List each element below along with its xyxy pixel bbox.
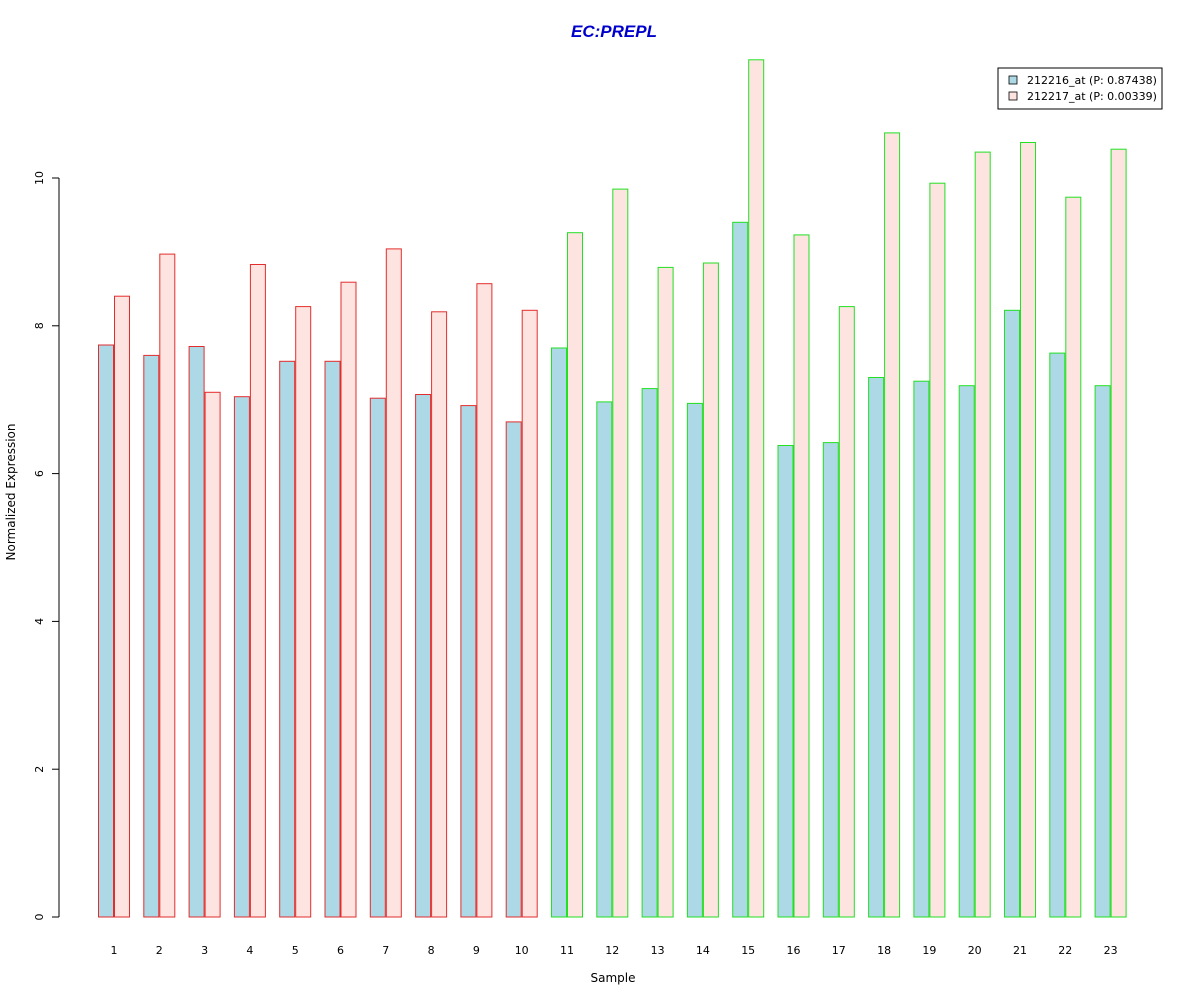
chart-title: EC:PREPL xyxy=(571,22,657,41)
bar-series2-sample-14 xyxy=(702,262,719,918)
x-tick-label: 4 xyxy=(246,944,253,957)
x-tick-label: 20 xyxy=(968,944,982,957)
bar-series2-sample-12 xyxy=(612,188,629,918)
x-tick-label: 14 xyxy=(696,944,710,957)
y-tick-label: 8 xyxy=(33,322,46,329)
x-tick-label: 17 xyxy=(832,944,846,957)
x-tick-label: 23 xyxy=(1104,944,1118,957)
bar-series2-sample-1 xyxy=(114,295,130,918)
bar-series1-sample-13 xyxy=(641,388,658,918)
bar-series2-sample-3 xyxy=(204,391,221,918)
y-tick-label: 2 xyxy=(33,766,46,773)
bar-series2-sample-23 xyxy=(1110,148,1127,918)
y-axis-label: Normalized Expression xyxy=(4,423,18,560)
bar-series1-sample-8 xyxy=(415,394,432,918)
x-tick-label: 13 xyxy=(651,944,665,957)
x-tick-label: 16 xyxy=(787,944,801,957)
bar-series1-sample-16 xyxy=(777,445,794,918)
x-tick-label: 8 xyxy=(428,944,435,957)
y-tick-label: 0 xyxy=(33,914,46,921)
y-tick-label: 10 xyxy=(33,171,46,185)
x-axis-label: Sample xyxy=(591,971,636,985)
bar-series1-sample-10 xyxy=(505,421,522,918)
bar-series2-sample-6 xyxy=(340,281,357,918)
bar-series2-sample-8 xyxy=(431,311,448,918)
legend-label-series-2: 212217_at (P: 0.00339) xyxy=(1027,90,1157,103)
bar-series1-sample-19 xyxy=(913,380,930,918)
bar-series1-sample-17 xyxy=(822,442,839,918)
bar-series2-sample-11 xyxy=(567,232,583,918)
bar-series1-sample-9 xyxy=(460,405,477,918)
x-tick-label: 15 xyxy=(741,944,755,957)
x-tick-label: 1 xyxy=(111,944,118,957)
bar-series1-sample-21 xyxy=(1004,309,1020,918)
bar-series1-sample-22 xyxy=(1049,352,1066,918)
bars-group xyxy=(98,59,1127,918)
x-tick-label: 3 xyxy=(201,944,208,957)
bar-series2-sample-21 xyxy=(1020,142,1036,918)
y-axis: 0 2 4 6 8 10 xyxy=(33,171,60,921)
bar-series1-sample-1 xyxy=(98,344,114,918)
bar-series2-sample-9 xyxy=(476,283,493,918)
bar-series2-sample-18 xyxy=(884,132,901,918)
x-tick-label: 6 xyxy=(337,944,344,957)
bar-series1-sample-11 xyxy=(551,347,567,918)
x-tick-label: 18 xyxy=(877,944,891,957)
bar-series1-sample-12 xyxy=(596,401,613,918)
bar-series1-sample-4 xyxy=(233,396,250,918)
bar-series1-sample-2 xyxy=(143,354,160,918)
x-tick-label: 19 xyxy=(922,944,936,957)
legend: 212216_at (P: 0.87438) 212217_at (P: 0.0… xyxy=(997,67,1163,110)
x-tick-labels: 1 2 3 4 5 6 7 8 9 10 11 12 13 14 15 16 17 18 19 20 21 22 23 xyxy=(111,944,1118,957)
legend-swatch-series-1 xyxy=(1008,75,1018,85)
bar-series2-sample-20 xyxy=(974,151,991,918)
x-tick-label: 22 xyxy=(1058,944,1072,957)
bar-series1-sample-5 xyxy=(279,360,296,918)
x-tick-label: 21 xyxy=(1013,944,1027,957)
x-tick-label: 11 xyxy=(560,944,574,957)
bar-series2-sample-10 xyxy=(521,309,538,918)
bar-series2-sample-13 xyxy=(657,266,674,918)
bar-series2-sample-22 xyxy=(1065,196,1082,918)
legend-label-series-1: 212216_at (P: 0.87438) xyxy=(1027,74,1157,87)
bar-series1-sample-23 xyxy=(1094,385,1111,918)
x-tick-label: 9 xyxy=(473,944,480,957)
bar-series2-sample-2 xyxy=(159,253,176,918)
bar-series2-sample-5 xyxy=(295,306,312,918)
bar-series1-sample-15 xyxy=(732,221,749,918)
x-tick-label: 5 xyxy=(292,944,299,957)
bar-series1-sample-20 xyxy=(958,385,975,918)
x-tick-label: 2 xyxy=(156,944,163,957)
bar-series2-sample-19 xyxy=(929,182,946,918)
y-tick-label: 4 xyxy=(33,618,46,625)
bar-series2-sample-16 xyxy=(793,234,810,918)
x-tick-label: 7 xyxy=(382,944,389,957)
bar-series2-sample-15 xyxy=(748,59,765,918)
legend-box xyxy=(997,67,1163,110)
bar-series1-sample-3 xyxy=(188,346,205,918)
bar-series2-sample-17 xyxy=(838,306,855,918)
bar-series1-sample-14 xyxy=(686,402,703,918)
x-tick-label: 12 xyxy=(605,944,619,957)
bar-series1-sample-6 xyxy=(324,360,341,918)
x-tick-label: 10 xyxy=(515,944,529,957)
bar-series2-sample-4 xyxy=(249,264,266,918)
legend-swatch-series-2 xyxy=(1008,91,1018,101)
bar-series2-sample-7 xyxy=(385,248,402,918)
bar-series1-sample-18 xyxy=(868,377,885,918)
y-tick-label: 6 xyxy=(33,470,46,477)
bar-series1-sample-7 xyxy=(369,397,386,918)
